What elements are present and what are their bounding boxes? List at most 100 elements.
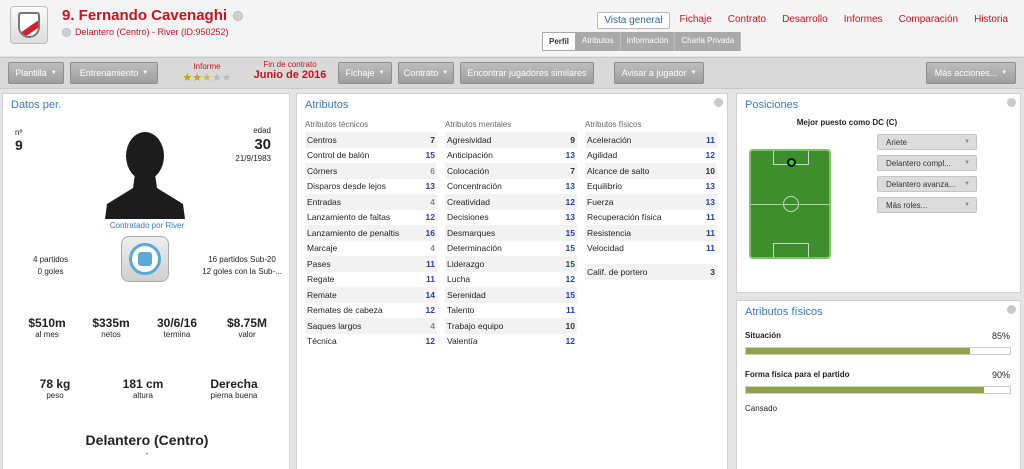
- entrenamiento-button[interactable]: Entrenamiento ▼: [70, 62, 158, 84]
- more-actions-button[interactable]: Más acciones... ▼: [926, 62, 1016, 84]
- collapse-icon[interactable]: [1007, 305, 1016, 314]
- player-name[interactable]: 9. Fernando Cavenaghi: [62, 7, 228, 24]
- attribute-name: Agilidad: [587, 150, 618, 161]
- attribute-row[interactable]: Colocación 7: [445, 163, 577, 179]
- wage-stat: $510m al mes: [21, 316, 73, 339]
- attribute-value: 12: [565, 196, 575, 207]
- attribute-value: 12: [425, 305, 435, 316]
- attribute-row[interactable]: Pases 11: [305, 256, 437, 272]
- situacion-value: 85%: [991, 331, 1010, 341]
- mental-attributes: Atributos mentales Agresividad 9 Anticipac…: [445, 120, 577, 349]
- collapse-icon[interactable]: [1007, 98, 1016, 107]
- attribute-value: 7: [430, 134, 435, 145]
- attribute-row[interactable]: Velocidad 11: [585, 240, 717, 256]
- attribute-name: Anticipación: [447, 150, 493, 161]
- attribute-row[interactable]: Aceleración 11: [585, 132, 717, 148]
- role-delantero-avanzado[interactable]: Delantero avanza... ▼: [877, 176, 977, 192]
- stat-label: altura: [132, 391, 153, 400]
- report-widget[interactable]: Informe ★★★★★: [172, 62, 242, 84]
- intl-caps-youth: 16 partidos Sub-20 12 goles con la Sub-.…: [199, 254, 285, 278]
- nav-vista-general[interactable]: Vista general: [597, 12, 670, 29]
- attribute-row[interactable]: Técnica 12: [305, 333, 437, 349]
- attribute-row[interactable]: Decisiones 13: [445, 209, 577, 225]
- attribute-row[interactable]: Desmarques 15: [445, 225, 577, 241]
- attribute-row-goalkeeper[interactable]: Calif. de portero 3: [585, 264, 717, 280]
- attribute-value: 15: [565, 243, 575, 254]
- attribute-row[interactable]: Agilidad 12: [585, 147, 717, 163]
- attribute-row[interactable]: Anticipación 13: [445, 147, 577, 163]
- nav-historia[interactable]: Historia: [974, 14, 1008, 25]
- attribute-row[interactable]: Control de balón 15: [305, 147, 437, 163]
- attribute-name: Decisiones: [447, 212, 489, 223]
- attribute-row[interactable]: Valentía 12: [445, 333, 577, 349]
- attribute-row[interactable]: Liderazgo 15: [445, 256, 577, 272]
- attribute-row[interactable]: Remate 14: [305, 287, 437, 303]
- role-label: Ariete: [886, 137, 907, 147]
- player-menu-icon[interactable]: [233, 10, 244, 21]
- contrato-button[interactable]: Contrato ▼: [398, 62, 454, 84]
- player-subtitle[interactable]: Delantero (Centro) - River (ID:950252): [75, 27, 229, 37]
- mental-list: Agresividad 9 Anticipación 13 Colocación 7 Con…: [445, 132, 577, 349]
- attribute-row[interactable]: Lanzamiento de penaltis 16: [305, 225, 437, 241]
- stat-label: pierna buena: [210, 391, 258, 400]
- collapse-icon[interactable]: [714, 98, 723, 107]
- stat-label: peso: [46, 391, 64, 400]
- avisar-button[interactable]: Avisar a jugador ▼: [614, 62, 704, 84]
- attribute-name: Recuperación física: [587, 212, 662, 223]
- attribute-row[interactable]: Marcaje 4: [305, 240, 437, 256]
- attribute-row[interactable]: Alcance de salto 10: [585, 163, 717, 179]
- contract-end-value: Junio de 2016: [253, 69, 327, 81]
- contracted-by-link[interactable]: Contratado por River: [109, 221, 185, 230]
- tab-perfil[interactable]: Perfil: [542, 32, 577, 51]
- find-similar-button[interactable]: Encontrar jugadores similares: [460, 62, 594, 84]
- attribute-row[interactable]: Serenidad 15: [445, 287, 577, 303]
- role-mas-roles[interactable]: Más roles... ▼: [877, 197, 977, 213]
- role-delantero-completo[interactable]: Delantero compl... ▼: [877, 155, 977, 171]
- plantilla-button[interactable]: Plantilla ▼: [8, 62, 64, 84]
- nav-comparacion[interactable]: Comparación: [898, 14, 959, 25]
- attribute-row[interactable]: Agresividad 9: [445, 132, 577, 148]
- nav-contrato[interactable]: Contrato: [727, 14, 767, 25]
- attribute-name: Talento: [447, 305, 475, 316]
- role-ariete[interactable]: Ariete ▼: [877, 134, 977, 150]
- attribute-row[interactable]: Equilibrio 13: [585, 178, 717, 194]
- tab-charla-privada[interactable]: Charla Privada: [675, 32, 742, 51]
- attribute-row[interactable]: Talento 11: [445, 302, 577, 318]
- caret-down-icon: ▼: [50, 70, 57, 76]
- attribute-row[interactable]: Creatividad 12: [445, 194, 577, 210]
- caret-down-icon: ▼: [964, 181, 970, 187]
- tab-informacion[interactable]: Información: [620, 32, 676, 51]
- attribute-row[interactable]: Fuerza 13: [585, 194, 717, 210]
- attribute-row[interactable]: Determinación 15: [445, 240, 577, 256]
- attribute-row[interactable]: Trabajo equipo 10: [445, 318, 577, 334]
- attribute-row[interactable]: Regate 11: [305, 271, 437, 287]
- foot-stat: Derecha pierna buena: [199, 377, 269, 400]
- nav-desarrollo[interactable]: Desarrollo: [782, 14, 828, 25]
- tab-atributos[interactable]: Atributos: [576, 32, 621, 51]
- nav-informes[interactable]: Informes: [843, 14, 883, 25]
- attribute-row[interactable]: Lucha 12: [445, 271, 577, 287]
- fichaje-button[interactable]: Fichaje ▼: [338, 62, 392, 84]
- attribute-row[interactable]: Entradas 4: [305, 194, 437, 210]
- attribute-row[interactable]: Disparos desde lejos 13: [305, 178, 437, 194]
- attribute-row[interactable]: Resistencia 11: [585, 225, 717, 241]
- attribute-row[interactable]: Lanzamiento de faltas 12: [305, 209, 437, 225]
- attribute-name: Creatividad: [447, 196, 490, 207]
- personal-panel: Datos per. nº 9 edad 30 21/9/1983 Contra…: [2, 93, 290, 469]
- attribute-row[interactable]: Córners 6: [305, 163, 437, 179]
- attribute-name: Saques largos: [307, 320, 362, 331]
- attribute-row[interactable]: Recuperación física 11: [585, 209, 717, 225]
- attribute-name: Fuerza: [587, 196, 614, 207]
- attribute-row[interactable]: Centros 7: [305, 132, 437, 148]
- attribute-value: 15: [565, 258, 575, 269]
- rating-stars-icon: ★★★★★: [182, 72, 232, 84]
- attribute-name: Valentía: [447, 336, 478, 347]
- attribute-row[interactable]: Remates de cabeza 12: [305, 302, 437, 318]
- nation-flag-icon[interactable]: [121, 236, 169, 282]
- attribute-row[interactable]: Saques largos 4: [305, 318, 437, 334]
- attribute-value: 6: [430, 165, 435, 176]
- nav-fichaje[interactable]: Fichaje: [679, 14, 712, 25]
- attribute-row[interactable]: Concentración 13: [445, 178, 577, 194]
- forma-bar-fill: [746, 387, 984, 393]
- club-crest-icon[interactable]: [10, 6, 48, 44]
